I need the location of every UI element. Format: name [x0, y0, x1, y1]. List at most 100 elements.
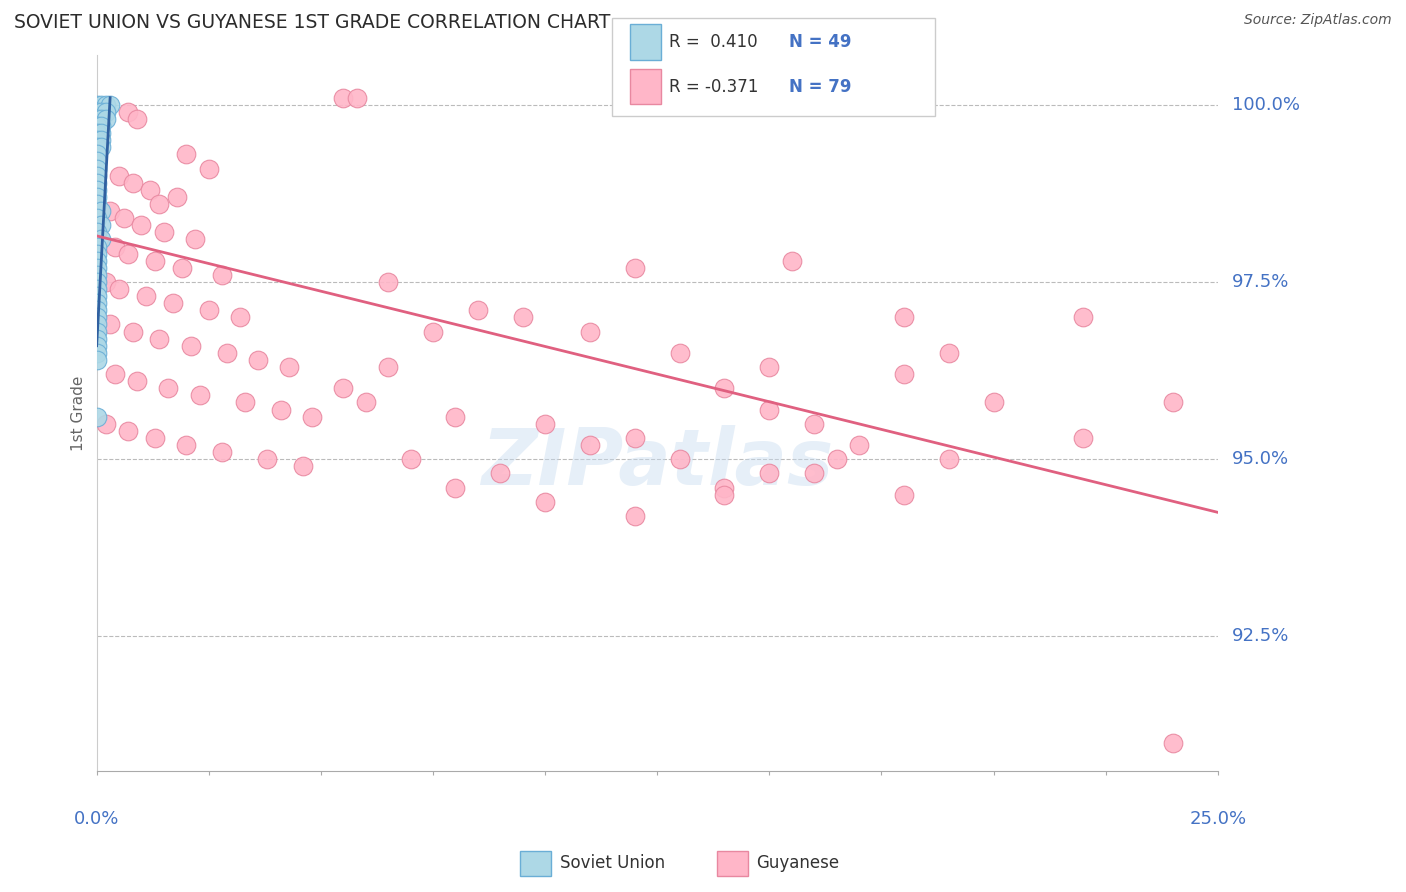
- Point: [86, 225, 108, 239]
- Text: 25.0%: 25.0%: [1189, 810, 1246, 828]
- Point: [86, 104, 108, 119]
- Point: [512, 310, 534, 325]
- Point: [86, 147, 108, 161]
- Text: R = -0.371: R = -0.371: [669, 78, 759, 95]
- Point: [467, 303, 489, 318]
- Point: [90, 97, 112, 112]
- Text: Guyanese: Guyanese: [756, 855, 839, 872]
- Point: [86, 353, 108, 368]
- Y-axis label: 1st Grade: 1st Grade: [72, 376, 86, 450]
- Point: [893, 367, 915, 381]
- Point: [90, 219, 112, 233]
- Point: [623, 260, 645, 275]
- Point: [166, 190, 188, 204]
- Text: ZIPatlas: ZIPatlas: [481, 425, 834, 501]
- Point: [139, 183, 162, 197]
- Point: [893, 310, 915, 325]
- Text: 92.5%: 92.5%: [1232, 627, 1289, 646]
- Point: [86, 169, 108, 183]
- Text: 95.0%: 95.0%: [1232, 450, 1289, 468]
- Point: [148, 332, 170, 346]
- Point: [86, 332, 108, 346]
- Point: [758, 402, 780, 417]
- Point: [86, 303, 108, 318]
- Point: [247, 353, 270, 368]
- Point: [893, 487, 915, 501]
- Point: [170, 260, 193, 275]
- Point: [98, 318, 121, 332]
- Point: [86, 246, 108, 260]
- Point: [86, 119, 108, 133]
- Point: [176, 438, 198, 452]
- Point: [94, 104, 117, 119]
- Point: [579, 325, 602, 339]
- Point: [143, 253, 166, 268]
- Point: [938, 452, 960, 467]
- Point: [86, 161, 108, 176]
- Text: Soviet Union: Soviet Union: [560, 855, 665, 872]
- Point: [270, 402, 292, 417]
- Point: [131, 219, 153, 233]
- Point: [197, 303, 219, 318]
- Point: [86, 133, 108, 147]
- Point: [180, 339, 202, 353]
- Point: [135, 289, 157, 303]
- Point: [534, 417, 557, 431]
- Point: [848, 438, 870, 452]
- Point: [108, 169, 131, 183]
- Point: [713, 381, 735, 395]
- Point: [377, 359, 399, 374]
- Point: [104, 367, 127, 381]
- Point: [104, 239, 127, 253]
- Point: [278, 359, 301, 374]
- Point: [86, 183, 108, 197]
- Point: [301, 409, 323, 424]
- Point: [117, 424, 139, 438]
- Point: [90, 126, 112, 140]
- Point: [94, 97, 117, 112]
- Point: [938, 346, 960, 360]
- Point: [86, 154, 108, 169]
- Point: [86, 275, 108, 289]
- Point: [623, 508, 645, 523]
- Point: [125, 112, 148, 126]
- Text: SOVIET UNION VS GUYANESE 1ST GRADE CORRELATION CHART: SOVIET UNION VS GUYANESE 1ST GRADE CORRE…: [14, 13, 610, 32]
- Point: [86, 268, 108, 282]
- Point: [1071, 310, 1094, 325]
- Point: [354, 395, 377, 409]
- Point: [332, 90, 354, 104]
- Point: [157, 381, 180, 395]
- Point: [825, 452, 848, 467]
- Text: 100.0%: 100.0%: [1232, 95, 1299, 114]
- Point: [117, 246, 139, 260]
- Point: [489, 467, 512, 481]
- Point: [346, 90, 368, 104]
- Point: [108, 282, 131, 296]
- Point: [534, 494, 557, 508]
- Point: [148, 197, 170, 211]
- Point: [197, 161, 219, 176]
- Point: [1071, 431, 1094, 445]
- Point: [90, 133, 112, 147]
- Point: [86, 140, 108, 154]
- Point: [86, 239, 108, 253]
- Text: N = 79: N = 79: [789, 78, 851, 95]
- Point: [579, 438, 602, 452]
- Point: [444, 481, 467, 495]
- Point: [215, 346, 238, 360]
- Point: [758, 467, 780, 481]
- Point: [86, 260, 108, 275]
- Point: [121, 176, 143, 190]
- Point: [86, 253, 108, 268]
- Text: R =  0.410: R = 0.410: [669, 33, 758, 51]
- Text: N = 49: N = 49: [789, 33, 851, 51]
- Point: [176, 147, 198, 161]
- Point: [162, 296, 184, 310]
- Point: [90, 204, 112, 219]
- Point: [1161, 736, 1184, 750]
- Point: [90, 140, 112, 154]
- Point: [444, 409, 467, 424]
- Point: [377, 275, 399, 289]
- Point: [94, 275, 117, 289]
- Text: Source: ZipAtlas.com: Source: ZipAtlas.com: [1244, 13, 1392, 28]
